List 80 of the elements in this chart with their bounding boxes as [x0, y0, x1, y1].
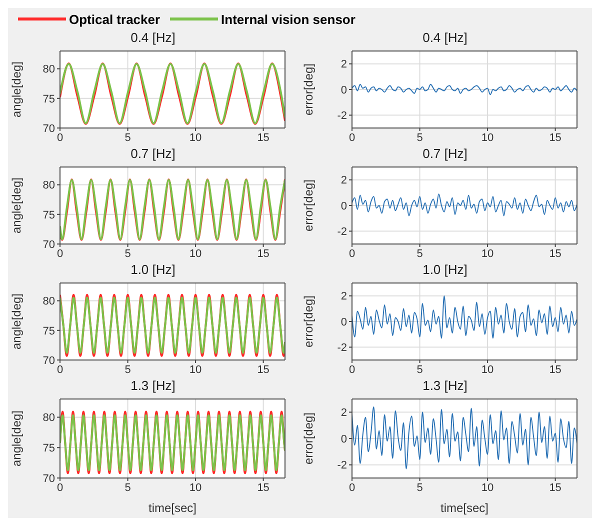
x-tick-label: 10 — [189, 248, 202, 260]
legend-label: Optical tracker — [69, 12, 160, 26]
y-tick-label: 0 — [340, 316, 347, 328]
x-tick-label: 10 — [481, 364, 494, 376]
x-tick-label: 15 — [549, 364, 562, 376]
chart-title: 0.7 [Hz] — [130, 146, 176, 162]
y-tick-label: 70 — [42, 354, 55, 367]
y-tick-label: -2 — [337, 342, 347, 354]
legend-label: Internal vision sensor — [221, 12, 356, 26]
x-tick-label: 0 — [348, 248, 356, 260]
x-tick-label: 15 — [257, 248, 270, 260]
y-tick-label: 0 — [340, 200, 347, 212]
line-series — [352, 295, 577, 339]
x-tick-label: 0 — [348, 364, 356, 376]
x-tick-label: 5 — [416, 132, 423, 144]
x-tick-label: 10 — [189, 364, 202, 376]
y-tick-label: 70 — [42, 238, 55, 251]
y-axis-title: angle[deg] — [9, 293, 24, 350]
x-tick-label: 15 — [549, 248, 562, 260]
x-tick-label: 15 — [549, 132, 562, 144]
y-axis-title: error[deg] — [301, 179, 316, 232]
y-axis-title: error[deg] — [301, 295, 316, 348]
x-tick-label: 5 — [124, 132, 131, 144]
x-tick-label: 0 — [348, 482, 356, 494]
chart-title: 1.0 [Hz] — [422, 262, 468, 278]
x-tick-label: 5 — [124, 482, 131, 494]
chart-title: 0.4 [Hz] — [422, 30, 468, 46]
y-tick-label: 2 — [340, 290, 347, 303]
x-tick-label: 15 — [257, 132, 270, 144]
y-axis-title: angle[deg] — [9, 410, 24, 467]
x-tick-label: 5 — [124, 248, 131, 260]
x-tick-label: 0 — [56, 248, 64, 260]
x-tick-label: 10 — [189, 482, 202, 494]
y-axis-title: angle[deg] — [9, 61, 24, 118]
y-axis-title: angle[deg] — [9, 177, 24, 234]
x-tick-label: 0 — [56, 482, 64, 494]
y-tick-label: 75 — [42, 209, 55, 222]
y-tick-label: 70 — [42, 122, 55, 135]
y-tick-label: 80 — [42, 64, 55, 76]
x-axis-title: time[sec] — [148, 501, 197, 515]
y-tick-label: -2 — [337, 226, 347, 238]
x-tick-label: 15 — [257, 482, 270, 494]
y-tick-label: 80 — [42, 180, 55, 192]
y-tick-label: 2 — [340, 174, 347, 187]
chart-title: 0.7 [Hz] — [422, 146, 468, 162]
y-tick-label: 70 — [42, 472, 55, 485]
x-tick-label: 5 — [416, 364, 423, 376]
x-axis-title: time[sec] — [440, 501, 489, 515]
x-tick-label: 15 — [257, 364, 270, 376]
chart-title: 1.3 [Hz] — [130, 378, 176, 394]
x-tick-label: 0 — [56, 132, 64, 144]
y-tick-label: 2 — [340, 407, 347, 420]
y-axis-title: error[deg] — [301, 63, 316, 116]
chart-title: 0.4 [Hz] — [130, 30, 176, 46]
x-tick-label: 15 — [549, 482, 562, 494]
chart-title: 1.3 [Hz] — [422, 378, 468, 394]
x-tick-label: 5 — [124, 364, 131, 376]
x-tick-label: 10 — [189, 132, 202, 144]
chart-title: 1.0 [Hz] — [130, 262, 176, 278]
y-axis-title: error[deg] — [301, 412, 316, 465]
y-tick-label: 80 — [42, 296, 55, 308]
y-tick-label: 80 — [42, 412, 55, 424]
y-tick-label: 0 — [340, 84, 347, 96]
x-tick-label: 10 — [481, 248, 494, 260]
line-series — [352, 84, 577, 96]
y-tick-label: -2 — [337, 460, 347, 472]
x-tick-label: 0 — [56, 364, 64, 376]
y-tick-label: -2 — [337, 110, 347, 122]
y-tick-label: 75 — [42, 93, 55, 106]
y-tick-label: 0 — [340, 433, 347, 446]
line-series — [352, 193, 577, 216]
x-tick-label: 0 — [348, 132, 356, 144]
y-tick-label: 75 — [42, 442, 55, 455]
y-tick-label: 2 — [340, 58, 347, 71]
line-series — [352, 406, 577, 470]
x-tick-label: 5 — [416, 482, 423, 494]
x-tick-label: 10 — [481, 132, 494, 144]
y-tick-label: 75 — [42, 325, 55, 338]
x-tick-label: 10 — [481, 482, 494, 494]
x-tick-label: 5 — [416, 248, 423, 260]
